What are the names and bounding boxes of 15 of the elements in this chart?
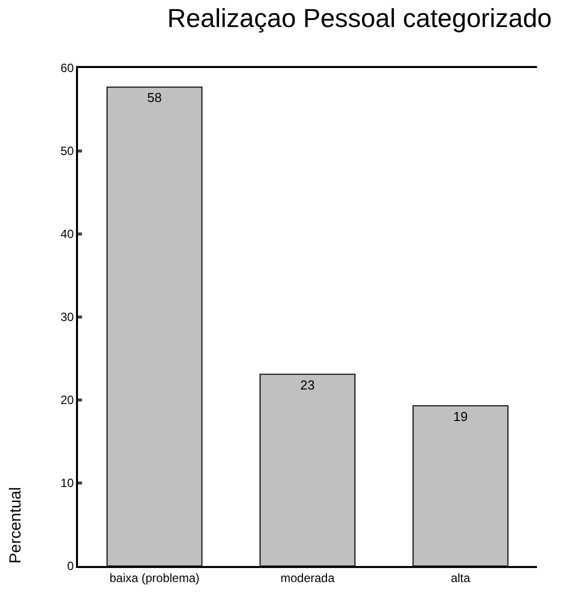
data-label: 19 (453, 408, 468, 424)
y-tick-label: 60 (60, 61, 74, 76)
y-axis-title: Percentual (8, 487, 24, 564)
y-tick-label: 0 (67, 559, 74, 574)
y-tick-label: 50 (60, 144, 74, 158)
x-tick-label: moderada (280, 571, 335, 586)
data-label: 58 (147, 90, 162, 106)
x-tick-label: alta (450, 571, 470, 586)
chart-title: Realizaçao Pessoal categorizado (167, 3, 552, 34)
y-tick-label: 30 (60, 310, 74, 324)
y-tick-label: 20 (60, 393, 74, 408)
y-tick-label: 10 (60, 476, 74, 490)
x-tick-label: baixa (problema) (109, 571, 200, 586)
y-tick-label: 40 (60, 227, 74, 242)
data-label: 23 (300, 377, 315, 392)
